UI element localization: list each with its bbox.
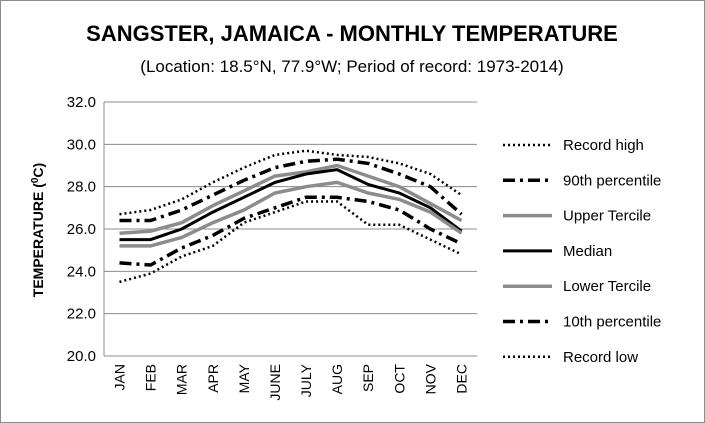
x-tick-label: SEP: [360, 364, 376, 392]
y-axis-label-superscript: 0: [30, 177, 41, 183]
series-line-median: [119, 168, 463, 242]
x-tick-label: JUNE: [267, 364, 283, 401]
x-tick-label: APR: [205, 364, 221, 393]
series-line-90th-percentile: [119, 157, 463, 223]
legend: Record high 90th percentile Upper Tercile M…: [503, 137, 661, 366]
legend-label: Median: [563, 243, 612, 260]
y-axis-ticks: 20.0 22.0 24.0 26.0 28.0 30.0 32.0: [67, 94, 96, 365]
y-tick-label: 28.0: [67, 179, 96, 196]
y-tick-label: 20.0: [67, 348, 96, 365]
y-tick-label: 22.0: [67, 306, 96, 323]
series-line-lower-tercile: [119, 180, 463, 248]
series-lines: [119, 149, 463, 284]
x-tick-label: DEC: [453, 364, 469, 394]
x-tick-label: MAR: [174, 364, 190, 395]
legend-label: 10th percentile: [563, 314, 661, 331]
x-tick-label: JULY: [298, 363, 314, 397]
series-line-record-low: [119, 200, 463, 284]
series-line-10th-percentile: [119, 195, 463, 267]
x-axis-ticks: JAN FEB MAR APR MAY JUNE JULY AUG SEP OCT NOV DEC: [112, 363, 470, 400]
x-tick-label: FEB: [143, 364, 159, 391]
y-axis-label-unit: C): [30, 163, 46, 178]
y-tick-label: 30.0: [67, 136, 96, 153]
legend-label: Lower Tercile: [563, 278, 651, 295]
chart-subtitle: (Location: 18.5°N, 77.9°W; Period of rec…: [140, 57, 563, 76]
y-tick-label: 24.0: [67, 263, 96, 280]
y-tick-label: 26.0: [67, 221, 96, 238]
y-axis-label: TEMPERATURE (0C): [30, 163, 46, 297]
y-tick-label: 32.0: [67, 94, 96, 111]
y-axis-label-main: TEMPERATURE (: [30, 183, 46, 297]
chart-title: SANGSTER, JAMAICA - MONTHLY TEMPERATURE: [86, 21, 618, 46]
legend-label: Record high: [563, 137, 644, 154]
x-tick-label: JAN: [112, 364, 128, 390]
gridlines: [103, 101, 477, 357]
legend-label: Record low: [563, 349, 638, 366]
x-tick-label: MAY: [236, 363, 252, 393]
x-tick-label: OCT: [391, 364, 407, 394]
legend-label: Upper Tercile: [563, 208, 651, 225]
x-tick-label: AUG: [329, 364, 345, 394]
legend-label: 90th percentile: [563, 172, 661, 189]
x-tick-label: NOV: [422, 363, 438, 394]
series-line-upper-tercile: [119, 163, 463, 235]
